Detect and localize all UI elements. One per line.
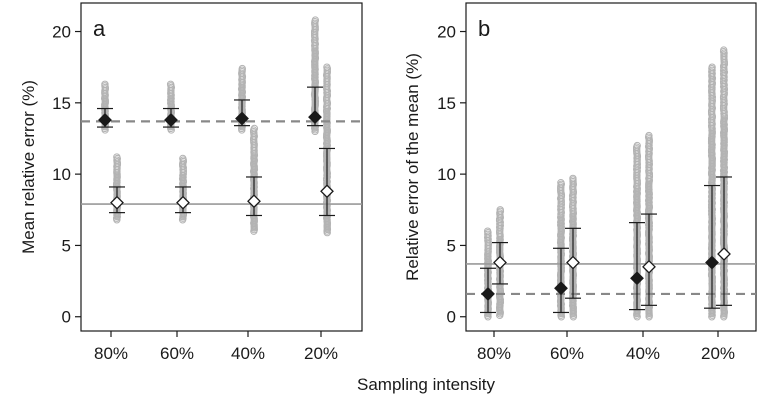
x-tick-label: 60% xyxy=(550,344,584,363)
y-tick-label: 5 xyxy=(62,236,71,255)
data-point xyxy=(166,80,175,88)
open-diamond-marker xyxy=(566,255,580,270)
open-diamond-marker xyxy=(493,255,507,270)
open-diamond-marker xyxy=(176,195,190,210)
data-point xyxy=(101,80,109,88)
panel-a: 0 5 10 15 20 80% 60% 40% 20% Mean relative error … xyxy=(19,2,363,363)
plot-area xyxy=(81,16,362,237)
filled-diamond-marker xyxy=(164,113,178,127)
x-tick-label: 60% xyxy=(160,344,194,363)
shared-x-axis-label: Sampling intensity xyxy=(357,375,495,394)
x-tick-label: 20% xyxy=(701,344,735,363)
data-point xyxy=(238,64,246,73)
y-tick-label: 20 xyxy=(52,23,71,42)
panel-label: a xyxy=(93,16,106,41)
data-point xyxy=(557,178,565,187)
y-tick-label: 15 xyxy=(52,94,71,113)
data-point xyxy=(483,227,492,235)
filled-diamond-marker xyxy=(308,110,322,125)
x-tick-label: 40% xyxy=(231,344,265,363)
filled-diamond-marker xyxy=(554,281,568,296)
y-axis-label: Relative error of the mean (%) xyxy=(403,53,422,281)
filled-diamond-marker xyxy=(630,271,644,286)
filled-diamond-marker xyxy=(235,111,249,126)
y-tick-label: 5 xyxy=(447,236,456,255)
data-point xyxy=(645,131,653,140)
data-point xyxy=(250,124,259,133)
x-tick-label: 80% xyxy=(477,344,511,363)
panel-b: 0 5 10 15 20 80% 60% 40% 20% Relative error of th… xyxy=(403,2,757,363)
y-tick-label: 15 xyxy=(437,94,456,113)
filled-diamond-marker xyxy=(705,255,719,270)
x-tick-label: 80% xyxy=(94,344,128,363)
data-point xyxy=(179,154,187,163)
y-tick-label: 0 xyxy=(447,308,456,327)
data-point xyxy=(569,174,577,183)
open-diamond-marker xyxy=(642,259,656,274)
y-tick-label: 20 xyxy=(437,23,456,42)
y-tick-label: 10 xyxy=(52,165,71,184)
data-point xyxy=(311,16,320,24)
data-point xyxy=(708,63,716,71)
filled-diamond-marker xyxy=(98,113,112,127)
plot-area xyxy=(466,46,756,321)
y-tick-label: 0 xyxy=(62,308,71,327)
data-point xyxy=(113,153,121,161)
y-axis-label: Mean relative error (%) xyxy=(19,80,38,254)
panel-label: b xyxy=(478,16,490,41)
data-point xyxy=(633,141,641,150)
open-diamond-marker xyxy=(247,194,261,209)
filled-diamond-marker xyxy=(481,287,495,301)
open-diamond-marker xyxy=(717,247,731,261)
data-point xyxy=(720,46,728,54)
y-tick-label: 10 xyxy=(437,165,456,184)
open-diamond-marker xyxy=(110,195,124,210)
x-tick-label: 40% xyxy=(626,344,660,363)
data-point xyxy=(496,206,504,214)
open-diamond-marker xyxy=(320,184,334,199)
plot-frame xyxy=(80,2,363,332)
x-tick-label: 20% xyxy=(304,344,338,363)
data-point xyxy=(323,63,331,71)
plot-frame xyxy=(465,2,757,332)
